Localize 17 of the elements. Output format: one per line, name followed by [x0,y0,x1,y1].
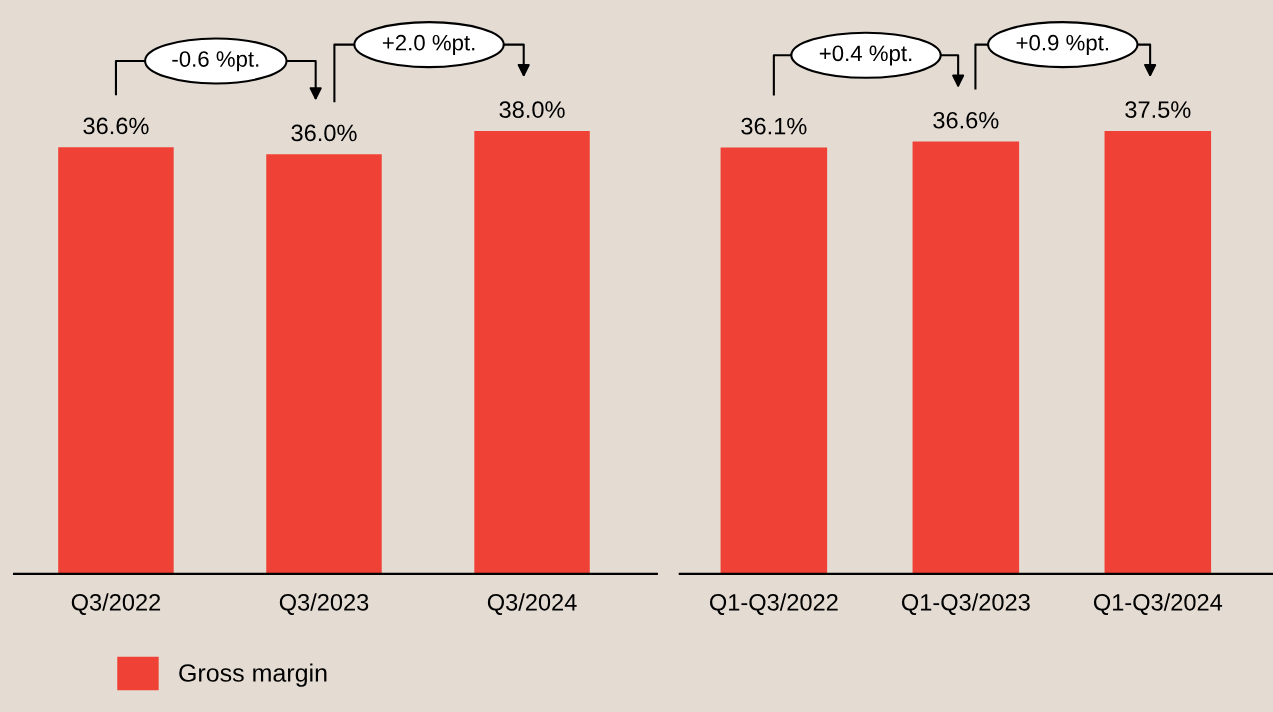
x-tick-label: Q1-Q3/2024 [1093,593,1223,615]
data-label: 36.6% [933,111,999,129]
text: +2.0 %pt. [382,34,475,55]
data-label: 36.0% [291,124,357,142]
legend-label: Gross margin [179,663,327,687]
x-tick-label: Q1-Q3/2022 [710,593,838,615]
text: +0.4 %pt. [819,45,912,66]
data-label: 36.6% [83,117,149,135]
text: +0.9 %pt. [1016,34,1109,55]
x-tick-label: Q3/2023 [279,593,369,615]
data-label: 36.1% [741,117,807,135]
data-label: 37.5% [1125,101,1191,118]
text: -0.6 %pt. [172,51,259,72]
x-tick-label: Q1-Q3/2023 [901,593,1030,615]
x-tick-label: Q3/2024 [487,593,577,615]
data-label: 38.0% [499,101,565,118]
x-tick-label: Q3/2022 [71,593,161,615]
